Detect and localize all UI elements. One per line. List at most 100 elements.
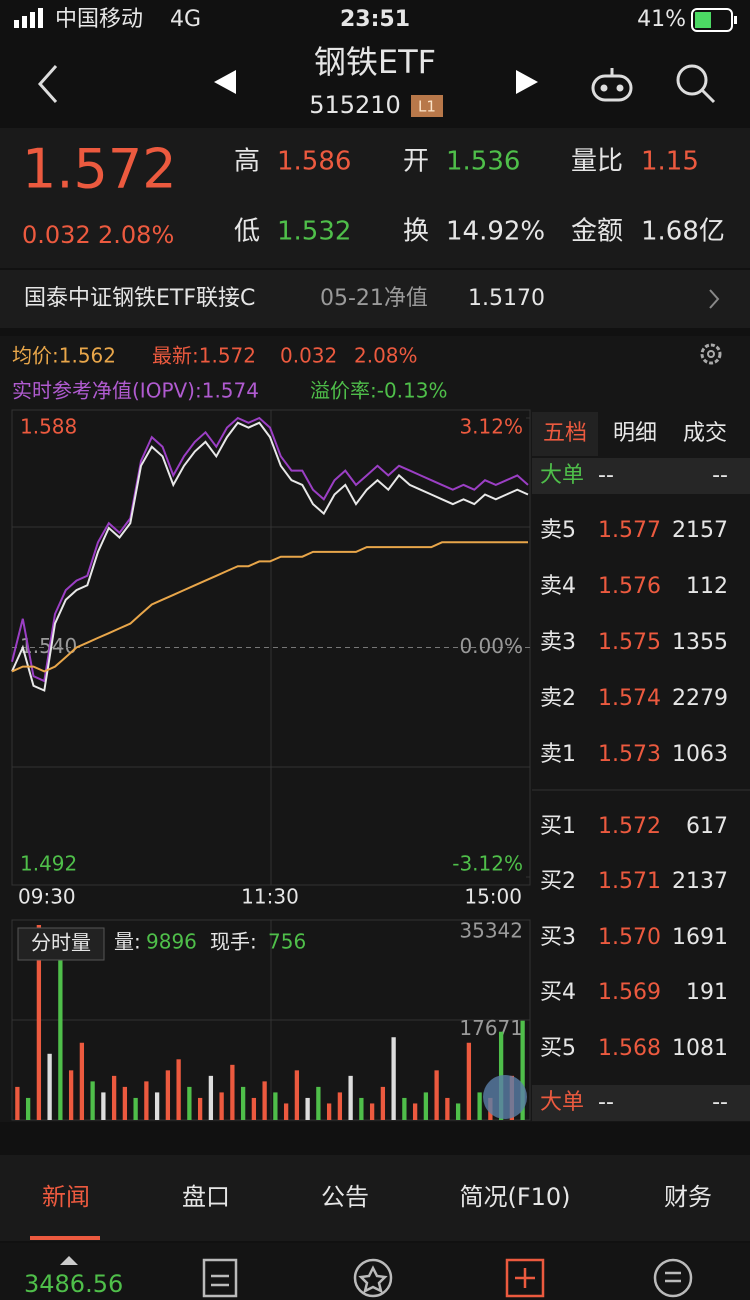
volume-bar (434, 1070, 439, 1120)
book-price: 1.571 (598, 869, 661, 894)
volume-bar (187, 1086, 192, 1120)
book-vol: 1691 (672, 925, 728, 950)
volume-bar (176, 1059, 181, 1120)
fullscreen-button[interactable] (483, 1075, 527, 1119)
volume-bar (165, 1070, 171, 1120)
volume-bar (79, 1042, 85, 1120)
book-label: 买4 (540, 980, 576, 1005)
fund-name: 国泰中证钢铁ETF联接C (24, 286, 255, 311)
big-order-dash: -- (712, 1090, 728, 1115)
x-tick-label: 09:30 (18, 885, 76, 909)
level-badge (411, 95, 443, 117)
volume-bar (348, 1075, 353, 1120)
x-tick-label: 11:30 (241, 885, 299, 909)
series-line (11, 421, 529, 692)
book-price: 1.576 (598, 574, 661, 599)
volume-bar (369, 1103, 375, 1120)
prev-button[interactable] (214, 70, 236, 94)
volume-bar (326, 1103, 332, 1120)
settings-icon[interactable] (700, 343, 722, 365)
book-vol: 2137 (672, 869, 728, 894)
book-vol: 617 (686, 814, 728, 839)
robot-icon[interactable] (591, 68, 633, 102)
book-label: 买5 (540, 1036, 576, 1061)
stat-value: 1.68亿 (641, 217, 725, 247)
book-vol: 112 (686, 574, 728, 599)
next-button[interactable] (516, 70, 538, 94)
network: 4G (170, 7, 201, 32)
book-label: 买2 (540, 869, 576, 894)
book-vol: 2157 (672, 518, 728, 543)
volume-bar (101, 1092, 106, 1120)
volume-bar (477, 1092, 482, 1120)
stat-label: 高 (234, 147, 260, 177)
volume-bar (359, 1097, 364, 1120)
book-price: 1.569 (598, 980, 661, 1005)
chart-frame (11, 409, 531, 1121)
big-order: 大单 (540, 463, 584, 488)
big-order-bg (532, 1085, 750, 1121)
volume-bar (219, 1092, 224, 1120)
tab[interactable]: 新闻 (42, 1183, 90, 1211)
book-vol: 191 (686, 980, 728, 1005)
volume-bar (122, 1086, 128, 1120)
nav-value: 1.5170 (468, 286, 545, 311)
y-tick-label: 1.588 (20, 415, 77, 439)
volume-bar (455, 1103, 461, 1120)
volume-bar (380, 1086, 386, 1120)
volume-bar (154, 1092, 160, 1120)
fund-link[interactable] (0, 270, 750, 328)
volume-bar (305, 1097, 310, 1120)
stat-label: 低 (234, 217, 260, 247)
y2-tick-label: 3.12% (459, 415, 523, 439)
volume-bar (36, 925, 42, 1120)
stock-title: 钢铁ETF (314, 43, 436, 81)
book-bg (532, 410, 750, 1120)
bottom-icons[interactable] (202, 1258, 693, 1298)
legend-latest: 最新:1.572 (152, 344, 256, 368)
stat-value: 1.536 (446, 147, 520, 177)
stat-value: 14.92% (446, 217, 545, 247)
status-bar: 中国移动 4G 23:51 41% (14, 7, 737, 32)
book-vol: 1081 (672, 1036, 728, 1061)
legend-pct: 2.08% (354, 344, 418, 368)
hand-label: 现手: (210, 930, 257, 954)
index-arrow (60, 1256, 78, 1265)
volume-bar (251, 1097, 257, 1120)
back-button[interactable] (37, 65, 58, 103)
tab[interactable]: 公告 (321, 1183, 369, 1211)
volume-value: 9896 (146, 930, 197, 954)
carrier: 中国移动 (55, 7, 143, 32)
last-price: 1.572 (22, 138, 177, 201)
tab-underline (30, 1236, 100, 1240)
legend-iopv: 实时参考净值(IOPV):1.574 (12, 379, 259, 403)
book-label: 买1 (540, 814, 576, 839)
tab[interactable]: 简况(F10) (459, 1183, 570, 1211)
volume-tick-label: 17671 (459, 1016, 523, 1040)
stat-label: 开 (403, 147, 429, 177)
volume-bar (283, 1103, 289, 1120)
tab[interactable]: 财务 (664, 1183, 712, 1211)
volume-bar (423, 1092, 429, 1120)
volume-title-box (17, 927, 105, 961)
volume-bar (90, 1081, 95, 1120)
legend-avg: 均价:1.562 (12, 344, 116, 368)
search-icon[interactable] (676, 64, 716, 104)
quote-stats: 高 1.586 开 1.536 量比 1.15 低 1.532 换 14.92% 金额 1.68亿 (234, 147, 725, 247)
book-label: 卖2 (540, 686, 576, 711)
book-label: 卖5 (540, 518, 576, 543)
tab[interactable]: 盘口 (182, 1183, 230, 1211)
legend-premium: 溢价率:-0.13% (310, 379, 448, 403)
volume-bar (402, 1097, 407, 1120)
volume-bar (58, 954, 63, 1120)
book-tab: 五档 (543, 421, 587, 446)
stock-code: 515210 (309, 91, 401, 119)
y2-tick-label: 0.00% (459, 634, 523, 658)
book-price: 1.573 (598, 742, 661, 767)
volume-bar (445, 1097, 450, 1120)
stat-label: 金额 (571, 217, 623, 247)
series-line (11, 541, 528, 673)
volume-bar (68, 1070, 74, 1120)
